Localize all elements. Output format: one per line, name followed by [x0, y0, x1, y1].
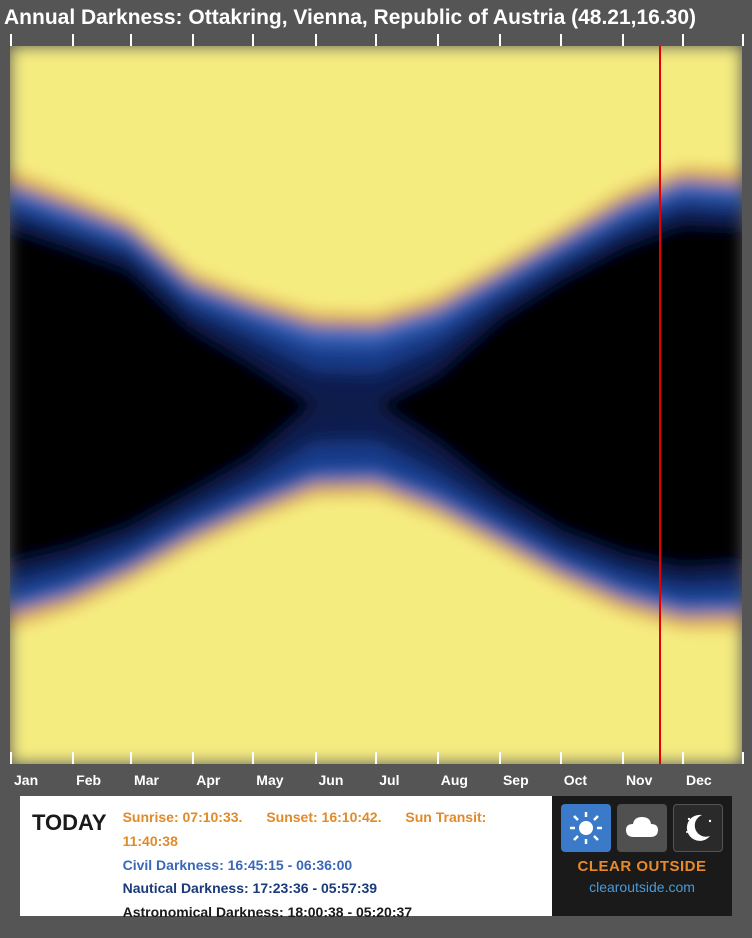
brand-url: clearoutside.com [589, 879, 695, 895]
month-label: Mar [134, 772, 159, 788]
nautical-darkness-value: Nautical Darkness: 17:23:36 - 05:57:39 [123, 877, 540, 901]
astronomical-darkness-value: Astronomical Darkness: 18:00:38 - 05:20:… [123, 901, 540, 925]
sun-times-row: Sunrise: 07:10:33. Sunset: 16:10:42. Sun… [123, 806, 540, 854]
month-label: Dec [686, 772, 712, 788]
month-label: Jun [319, 772, 344, 788]
brand-panel: CLEAR OUTSIDE clearoutside.com [552, 796, 732, 916]
cloud-icon [617, 804, 667, 852]
brand-name: CLEAR OUTSIDE [577, 858, 706, 875]
footer-left: TODAY Sunrise: 07:10:33. Sunset: 16:10:4… [20, 796, 552, 916]
civil-darkness-value: Civil Darkness: 16:45:15 - 06:36:00 [123, 854, 540, 878]
month-ticks-top [10, 34, 742, 46]
today-marker [659, 46, 661, 764]
icon-row [561, 804, 723, 852]
sunrise-value: Sunrise: 07:10:33. [123, 809, 243, 825]
month-label: Sep [503, 772, 529, 788]
month-label: Feb [76, 772, 101, 788]
month-label: May [256, 772, 283, 788]
month-label: Oct [564, 772, 587, 788]
chart-body [10, 46, 742, 764]
month-ticks-bottom [10, 752, 742, 764]
footer-panel: TODAY Sunrise: 07:10:33. Sunset: 16:10:4… [20, 796, 732, 916]
month-labels: JanFebMarAprMayJunJulAugSepOctNovDec [10, 766, 742, 784]
today-label: TODAY [32, 806, 107, 906]
sunset-value: Sunset: 16:10:42. [266, 809, 381, 825]
moon-icon [673, 804, 723, 852]
page-title: Annual Darkness: Ottakring, Vienna, Repu… [0, 0, 752, 34]
month-label: Aug [441, 772, 468, 788]
sun-data: Sunrise: 07:10:33. Sunset: 16:10:42. Sun… [123, 806, 540, 906]
month-label: Jan [14, 772, 38, 788]
month-label: Apr [196, 772, 220, 788]
month-label: Nov [626, 772, 652, 788]
annual-darkness-chart: JanFebMarAprMayJunJulAugSepOctNovDec [10, 34, 742, 784]
month-label: Jul [379, 772, 399, 788]
sun-icon [561, 804, 611, 852]
